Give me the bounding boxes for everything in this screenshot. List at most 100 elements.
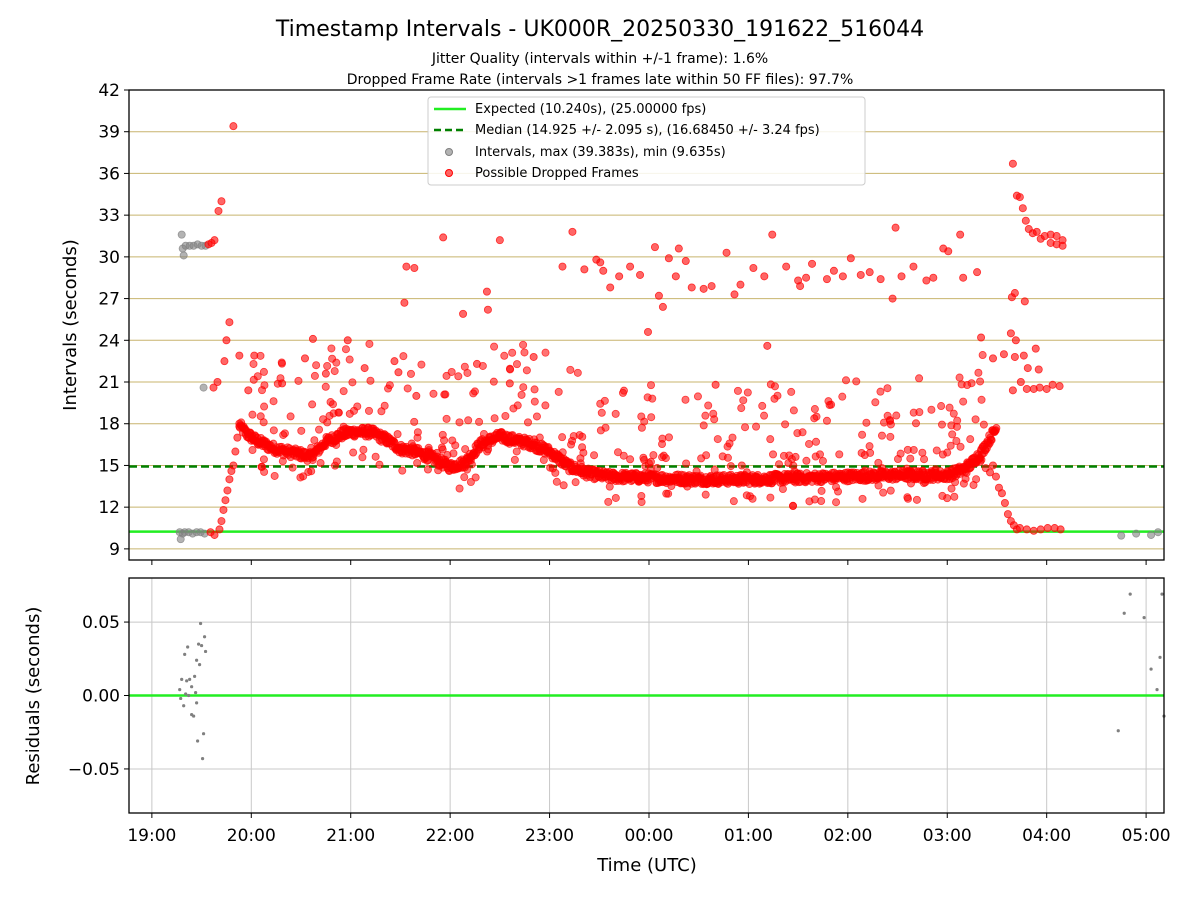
- legend-dropped-label: Possible Dropped Frames: [475, 166, 639, 181]
- dropped-frame-point: [648, 394, 657, 403]
- dropped-frame-point: [573, 368, 582, 377]
- dropped-frame-point: [667, 482, 676, 491]
- dropped-frame-point: [406, 369, 415, 378]
- dropped-frame-point: [1008, 386, 1017, 395]
- dropped-frame-point: [439, 233, 448, 242]
- dropped-frame-point: [460, 362, 469, 371]
- intervals-y-ticks: 9 12 15 18 21 24 27 30 33 36 39 42: [98, 81, 129, 560]
- residual-point: [186, 645, 190, 649]
- dropped-frame-point: [1032, 227, 1041, 236]
- dropped-frame-point: [349, 448, 358, 457]
- dropped-frame-point: [316, 459, 325, 468]
- dropped-frame-point: [789, 406, 798, 415]
- dropped-frame-point: [501, 412, 510, 421]
- dropped-frame-point: [248, 410, 257, 419]
- dropped-frame-point: [460, 473, 469, 482]
- dropped-frame-point: [578, 432, 587, 441]
- dropped-frame-point: [223, 486, 232, 495]
- dropped-frame-point: [517, 390, 526, 399]
- residuals-y-ticks: 0.05 0.00 −0.05: [68, 613, 129, 780]
- dropped-frame-point: [1007, 293, 1016, 302]
- dropped-frame-point: [959, 397, 968, 406]
- dropped-frame-point: [558, 262, 567, 271]
- dropped-frame-point: [658, 302, 667, 311]
- dropped-frame-point: [513, 401, 522, 410]
- dropped-frame-point: [403, 384, 412, 393]
- dropped-frame-point: [647, 381, 656, 390]
- residual-point: [178, 688, 182, 692]
- dropped-frame-point: [683, 482, 692, 491]
- dropped-frame-point: [991, 472, 1000, 481]
- dropped-frame-point: [294, 376, 303, 385]
- residual-point: [1128, 592, 1132, 596]
- dropped-frame-point: [1056, 525, 1065, 534]
- dropped-frame-point: [442, 414, 451, 423]
- x-tick-label: 22:00: [426, 826, 475, 846]
- dropped-frame-point: [1015, 193, 1024, 202]
- dropped-frame-point: [649, 451, 658, 460]
- dropped-frame-point: [699, 284, 708, 293]
- residual-point: [195, 701, 199, 705]
- dropped-frame-point: [973, 268, 982, 277]
- intervals-y-tick-label: 21: [98, 373, 120, 393]
- dropped-frame-point: [950, 492, 959, 501]
- dropped-frame-point: [578, 443, 587, 452]
- dropped-frame-point: [505, 379, 514, 388]
- dropped-frame-point: [423, 465, 432, 474]
- residual-point: [180, 677, 184, 681]
- dropped-frame-point: [947, 484, 956, 493]
- dropped-frame-point: [987, 436, 996, 445]
- dropped-frame-point: [1036, 525, 1045, 534]
- residual-point: [197, 663, 202, 667]
- dropped-frame-point: [789, 461, 798, 470]
- dropped-frame-point: [220, 357, 229, 366]
- dropped-frame-point: [805, 439, 814, 448]
- x-tick-label: 04:00: [1022, 826, 1071, 846]
- dropped-frame-point: [366, 376, 375, 385]
- chart-subtitle-dropped: Dropped Frame Rate (intervals >1 frames …: [347, 72, 854, 88]
- dropped-frame-point: [846, 254, 855, 263]
- dropped-frame-point: [1052, 232, 1061, 241]
- dropped-frame-point: [742, 468, 751, 477]
- dropped-frame-point: [885, 415, 894, 424]
- dropped-frame-point: [455, 418, 464, 427]
- dropped-frame-point: [952, 436, 961, 445]
- residuals-y-tick-label: −0.05: [68, 760, 120, 780]
- dropped-frame-point: [210, 236, 219, 245]
- intervals-y-tick-label: 39: [98, 123, 120, 143]
- dropped-frame-point: [331, 461, 340, 470]
- dropped-frame-point: [566, 365, 575, 374]
- dropped-frame-point: [969, 481, 978, 490]
- dropped-frame-point: [260, 402, 269, 411]
- dropped-frame-point: [879, 488, 888, 497]
- dropped-frame-point: [874, 481, 883, 490]
- dropped-frame-point: [903, 493, 912, 502]
- residual-point: [192, 714, 196, 718]
- residual-point: [199, 643, 204, 648]
- interval-point: [1117, 531, 1126, 540]
- dropped-frame-point: [614, 448, 623, 457]
- dropped-frame-point: [730, 290, 739, 299]
- dropped-frame-point: [743, 388, 752, 397]
- dropped-frame-point: [697, 454, 706, 463]
- dropped-frame-point: [733, 386, 742, 395]
- dropped-frame-point: [662, 489, 671, 498]
- dropped-frame-point: [1055, 382, 1064, 391]
- dropped-frame-point: [891, 223, 900, 232]
- dropped-frame-point: [971, 415, 980, 424]
- dropped-frame-point: [250, 351, 259, 360]
- dropped-frame-point: [768, 230, 777, 239]
- x-tick-label: 01:00: [724, 826, 773, 846]
- dropped-frame-point: [523, 418, 532, 427]
- dropped-frame-point: [323, 361, 332, 370]
- dropped-frame-point: [888, 294, 897, 303]
- residual-point: [183, 652, 187, 656]
- dropped-frame-point: [597, 408, 606, 417]
- dropped-frame-point: [796, 282, 805, 291]
- dropped-frame-point: [530, 385, 539, 394]
- dropped-frame-point: [818, 456, 827, 465]
- dropped-frame-point: [463, 465, 472, 474]
- residuals-y-tick-label: 0.05: [82, 613, 120, 633]
- dropped-frame-point: [339, 422, 348, 431]
